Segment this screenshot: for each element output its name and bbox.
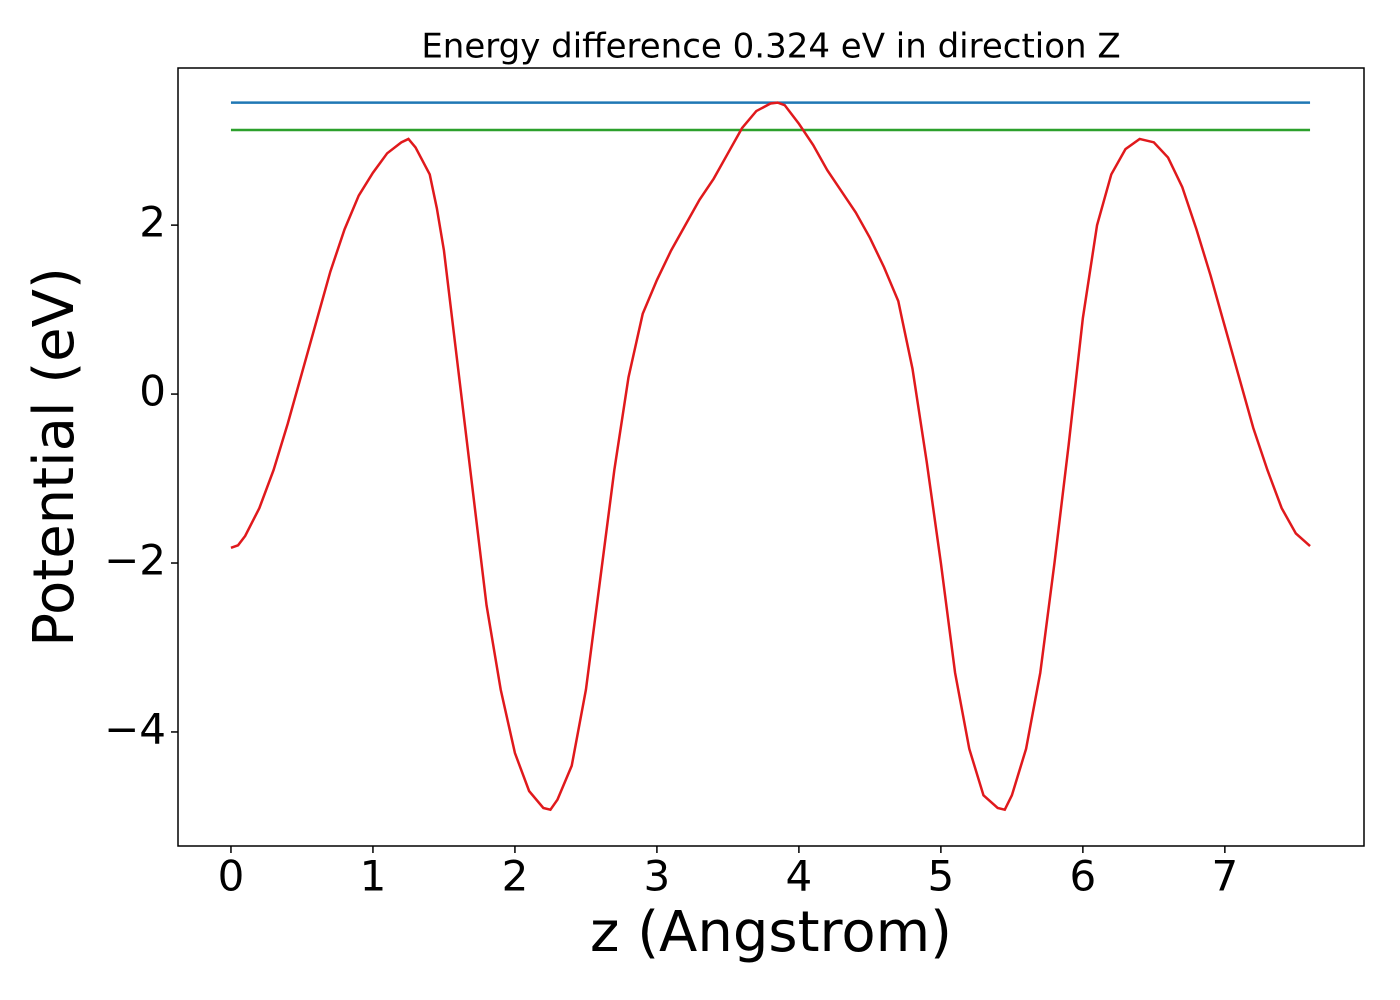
y-tick-label: −2 bbox=[104, 536, 166, 585]
x-tick-label: 7 bbox=[1211, 852, 1238, 901]
x-tick-label: 5 bbox=[928, 852, 955, 901]
y-axis-label: Potential (eV) bbox=[22, 267, 87, 647]
line-series bbox=[230, 101, 1311, 812]
x-axis-label: z (Angstrom) bbox=[590, 900, 952, 965]
x-tick-label: 3 bbox=[644, 852, 671, 901]
x-tick-label: 0 bbox=[218, 852, 245, 901]
y-tick-label: −4 bbox=[104, 704, 166, 753]
y-tick-label: 2 bbox=[139, 198, 166, 247]
chart-title: Energy difference 0.324 eV in direction … bbox=[421, 27, 1120, 67]
plot-frame bbox=[177, 67, 1365, 847]
x-tick-label: 6 bbox=[1070, 852, 1097, 901]
x-tick-label: 1 bbox=[360, 852, 387, 901]
x-tick-label: 4 bbox=[786, 852, 813, 901]
y-tick-label: 0 bbox=[139, 367, 166, 416]
x-tick-label: 2 bbox=[502, 852, 529, 901]
